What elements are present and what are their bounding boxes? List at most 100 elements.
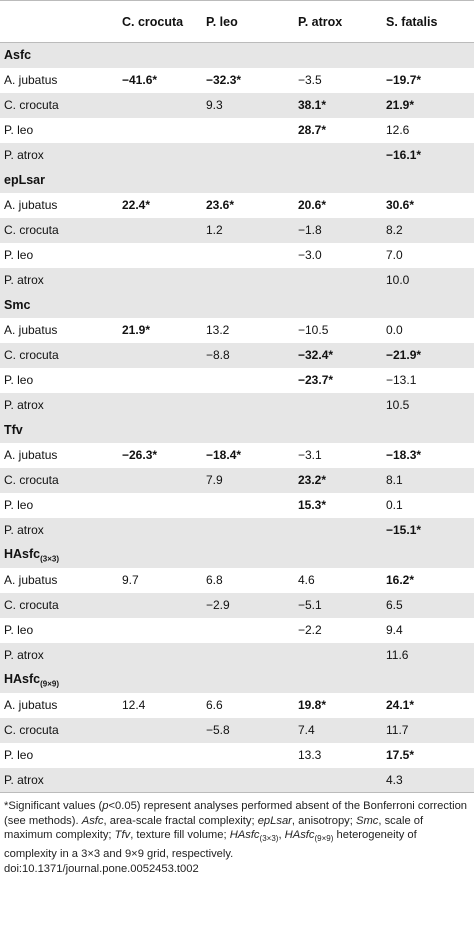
value-cell: 9.4 xyxy=(386,623,403,637)
value-cell: 13.3 xyxy=(298,748,322,762)
value-cell xyxy=(118,767,202,793)
value-cell xyxy=(118,642,202,668)
row-label: C. crocuta xyxy=(0,592,118,618)
value-cell: −21.9* xyxy=(382,342,474,368)
table-row: P. atrox −15.1* xyxy=(0,517,474,543)
footnote-text: , texture fill volume; xyxy=(130,829,230,842)
table-row: P. leo 28.7* 12.6 xyxy=(0,118,474,143)
value-cell xyxy=(118,217,202,243)
value-cell xyxy=(118,267,202,293)
table-row: P. atrox 11.6 xyxy=(0,642,474,668)
footnote-subscript: (9×9) xyxy=(314,834,334,844)
value-cell: 6.6 xyxy=(206,698,223,712)
table-footnote: *Significant values (p<0.05) represent a… xyxy=(0,793,474,876)
row-label: P. leo xyxy=(4,623,34,637)
value-cell: −2.9 xyxy=(202,592,294,618)
footnote-term: Smc xyxy=(355,814,379,827)
table-container: C. crocuta P. leo P. atrox S. fatalis As… xyxy=(0,0,474,876)
footnote-term: epLsar xyxy=(257,814,292,827)
value-cell: 12.6 xyxy=(386,123,410,137)
value-cell xyxy=(202,618,294,643)
section-header-row: Tfv xyxy=(0,417,474,443)
table-row: A. jubatus 9.7 6.8 4.6 16.2* xyxy=(0,568,474,593)
row-label: P. leo xyxy=(4,373,34,387)
footnote-text: <0.05) represent analyses performed abse… xyxy=(4,800,468,827)
row-label: P. leo xyxy=(4,248,34,262)
row-label: P. atrox xyxy=(0,267,118,293)
value-cell: 11.7 xyxy=(382,717,474,743)
value-cell: −3.5 xyxy=(298,73,322,87)
value-cell: 22.4* xyxy=(122,198,151,212)
table-row: P. leo −2.2 9.4 xyxy=(0,618,474,643)
section-header-row: Asfc xyxy=(0,42,474,68)
value-cell: 7.0 xyxy=(386,248,403,262)
footnote-term: Asfc xyxy=(81,814,104,827)
footnote-term: Tfv xyxy=(114,829,131,842)
value-cell: −8.8 xyxy=(202,342,294,368)
section-title-text: HAsfc xyxy=(4,546,41,561)
section-title: epLsar xyxy=(0,167,474,193)
comparison-table: C. crocuta P. leo P. atrox S. fatalis As… xyxy=(0,0,474,793)
value-cell: 15.3* xyxy=(298,498,327,512)
value-cell xyxy=(202,743,294,768)
footnote-text: heterogeneity of complexity in a 3×3 and… xyxy=(4,829,417,861)
value-cell: 24.1* xyxy=(386,698,415,712)
footnote-text: p xyxy=(102,800,109,812)
value-cell xyxy=(202,493,294,518)
value-cell: −26.3* xyxy=(122,448,158,462)
row-label: P. leo xyxy=(4,498,34,512)
footnote-text: , anisotropy; xyxy=(291,814,356,827)
table-row: P. leo 13.3 17.5* xyxy=(0,743,474,768)
value-cell: 6.8 xyxy=(206,573,223,587)
value-cell: 10.0 xyxy=(382,267,474,293)
row-label: C. crocuta xyxy=(0,467,118,493)
value-cell: 12.4 xyxy=(122,698,146,712)
header-row: C. crocuta P. leo P. atrox S. fatalis xyxy=(0,0,474,43)
value-cell: 0.1 xyxy=(386,498,403,512)
row-label: A. jubatus xyxy=(4,323,58,337)
row-label: C. crocuta xyxy=(0,717,118,743)
value-cell xyxy=(202,767,294,793)
table-row: P. leo −3.0 7.0 xyxy=(0,243,474,268)
value-cell: −23.7* xyxy=(298,373,334,387)
row-label: A. jubatus xyxy=(4,448,58,462)
header-cell xyxy=(0,0,118,43)
row-label: P. leo xyxy=(4,123,34,137)
footnote-term: HAsfc xyxy=(284,829,315,842)
value-cell: −2.2 xyxy=(298,623,322,637)
value-cell: −13.1 xyxy=(386,373,417,387)
value-cell xyxy=(294,642,382,668)
table-row: P. atrox 10.5 xyxy=(0,392,474,418)
value-cell: −3.0 xyxy=(298,248,322,262)
value-cell: −5.1 xyxy=(294,592,382,618)
value-cell xyxy=(202,517,294,543)
value-cell: −3.1 xyxy=(298,448,322,462)
section-header-row: HAsfc(9×9) xyxy=(0,667,474,693)
value-cell: −18.4* xyxy=(206,448,242,462)
value-cell xyxy=(118,142,202,168)
value-cell xyxy=(294,392,382,418)
footnote-text: , xyxy=(278,829,285,842)
value-cell: −41.6* xyxy=(122,73,158,87)
row-label: P. atrox xyxy=(0,517,118,543)
value-cell: 4.3 xyxy=(382,767,474,793)
value-cell: 9.3 xyxy=(202,92,294,118)
footnote-subscript: (3×3) xyxy=(259,834,279,844)
value-cell xyxy=(294,767,382,793)
value-cell: 23.6* xyxy=(206,198,235,212)
value-cell xyxy=(118,467,202,493)
value-cell xyxy=(118,517,202,543)
value-cell xyxy=(202,118,294,143)
value-cell xyxy=(118,592,202,618)
row-label: P. atrox xyxy=(0,142,118,168)
value-cell xyxy=(118,342,202,368)
value-cell: 8.1 xyxy=(382,467,474,493)
value-cell: 7.4 xyxy=(294,717,382,743)
value-cell xyxy=(118,392,202,418)
value-cell: 19.8* xyxy=(298,698,327,712)
value-cell xyxy=(118,493,202,518)
table-row: P. atrox 10.0 xyxy=(0,267,474,293)
section-title: Tfv xyxy=(0,417,474,443)
value-cell: 21.9* xyxy=(122,323,151,337)
value-cell: −1.8 xyxy=(294,217,382,243)
